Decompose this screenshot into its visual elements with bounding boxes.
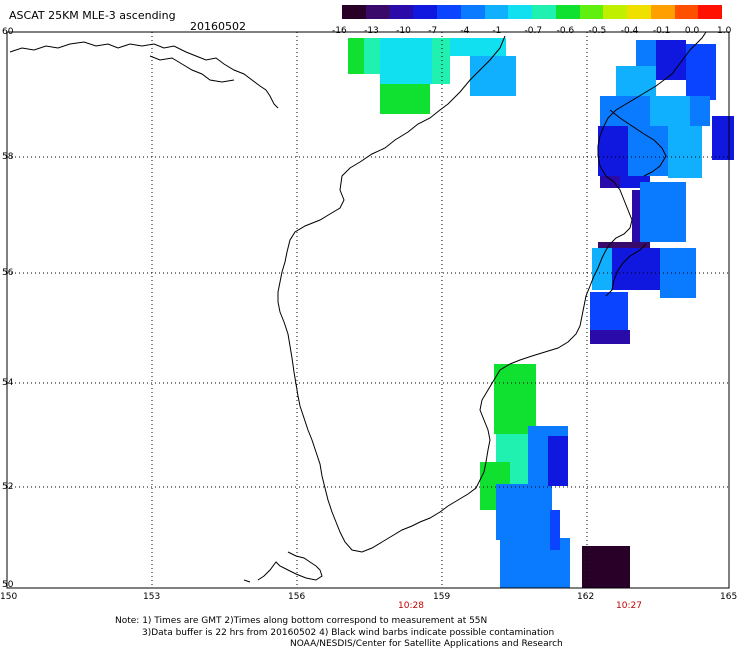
swath-cell bbox=[550, 510, 560, 550]
colorbar-label: -0.5 bbox=[588, 26, 607, 36]
swath-cell bbox=[636, 40, 656, 66]
colorbar-swatch bbox=[508, 5, 532, 19]
colorbar-label: -1 bbox=[492, 26, 502, 36]
colorbar-label: -0.6 bbox=[556, 26, 575, 36]
colorbar-label: -0.7 bbox=[524, 26, 543, 36]
swath-cell bbox=[668, 126, 702, 178]
swath-cell bbox=[600, 176, 620, 188]
coastline-kuril-islands bbox=[257, 551, 323, 581]
colorbar-swatch bbox=[365, 5, 390, 19]
coastline-kamchatka-peninsula bbox=[605, 243, 647, 297]
colorbar-label: -0.1 bbox=[652, 26, 671, 36]
swath-cell bbox=[380, 84, 430, 114]
lat-label-60: 60 bbox=[2, 27, 14, 37]
swath-cell bbox=[592, 248, 612, 290]
coastline-kamchatka-west bbox=[277, 31, 707, 553]
graticule bbox=[7, 32, 729, 587]
note-line-2: 3)Data buffer is 22 hrs from 20160502 4)… bbox=[142, 628, 555, 638]
swath-cell bbox=[548, 436, 568, 486]
swath-cell bbox=[598, 126, 628, 176]
swath-cell bbox=[496, 484, 552, 540]
time-label-2: 10:27 bbox=[616, 601, 642, 611]
time-label-1: 10:28 bbox=[398, 601, 424, 611]
colorbar-label: -16 bbox=[332, 26, 347, 36]
swath-cell bbox=[590, 330, 630, 344]
swath-cell bbox=[348, 38, 364, 74]
swath-cell bbox=[582, 546, 630, 588]
product-date: 20160502 bbox=[190, 20, 246, 33]
swath-cell bbox=[632, 190, 640, 242]
swath-cell bbox=[616, 66, 656, 96]
swath-cell bbox=[686, 44, 716, 100]
swath-cell bbox=[650, 96, 690, 126]
colorbar-swatch bbox=[389, 5, 414, 19]
swath-cell bbox=[690, 96, 710, 126]
colorbar-swatch bbox=[413, 5, 437, 19]
swath-cell bbox=[494, 364, 536, 434]
coastline-northeast-gulf bbox=[609, 109, 667, 177]
lat-label-52: 52 bbox=[2, 482, 14, 492]
colorbar-swatch bbox=[627, 5, 651, 19]
lon-label-153: 153 bbox=[143, 592, 161, 602]
coastline-kuril-small bbox=[243, 579, 251, 583]
swath-cell bbox=[432, 38, 450, 84]
colorbar-label: 0.0 bbox=[684, 26, 700, 36]
note-line-3: NOAA/NESDIS/Center for Satellite Applica… bbox=[290, 639, 563, 649]
colorbar-swatch bbox=[532, 5, 556, 19]
colorbar-label: -13 bbox=[364, 26, 379, 36]
colorbar-swatch bbox=[650, 5, 675, 19]
swath-cell bbox=[450, 38, 506, 56]
colorbar-label: 1.0 bbox=[717, 26, 732, 36]
swath-cells bbox=[348, 38, 734, 588]
lon-label-162: 162 bbox=[577, 592, 595, 602]
lon-label-150: 150 bbox=[0, 592, 18, 602]
colorbar bbox=[342, 5, 722, 19]
note-line-1: Note: 1) Times are GMT 2)Times along bot… bbox=[115, 616, 488, 626]
coastline-okhotsk-north bbox=[9, 41, 279, 109]
lat-label-54: 54 bbox=[2, 378, 14, 388]
colorbar-label: -7 bbox=[428, 26, 438, 36]
swath-cell bbox=[598, 242, 650, 248]
colorbar-swatch bbox=[603, 5, 627, 19]
swath-cell bbox=[590, 292, 628, 330]
colorbar-swatch bbox=[579, 5, 604, 19]
swath-cell bbox=[656, 40, 686, 80]
swath-cell bbox=[640, 182, 686, 242]
swath-cell bbox=[712, 116, 734, 160]
lon-label-159: 159 bbox=[433, 592, 451, 602]
lat-label-56: 56 bbox=[2, 268, 14, 278]
colorbar-swatch bbox=[484, 5, 509, 19]
lat-label-58: 58 bbox=[2, 152, 14, 162]
colorbar-label: -10 bbox=[396, 26, 411, 36]
colorbar-swatch bbox=[555, 5, 580, 19]
swath-cell bbox=[660, 248, 696, 298]
colorbar-labels: -16 -13 -10 -7 -4 -1 -0.7 -0.6 -0.5 -0.4 -0.1 0.0 1.… bbox=[330, 26, 740, 38]
colorbar-label: -4 bbox=[460, 26, 470, 36]
colorbar-swatch bbox=[342, 5, 366, 19]
product-title: ASCAT 25KM MLE-3 ascending bbox=[9, 9, 176, 22]
colorbar-label: -0.4 bbox=[620, 26, 639, 36]
lon-label-156: 156 bbox=[288, 592, 306, 602]
swath-cell bbox=[628, 126, 668, 176]
colorbar-swatch bbox=[674, 5, 699, 19]
swath-cell bbox=[612, 248, 660, 290]
swath-cell bbox=[470, 56, 516, 96]
colorbar-swatch bbox=[460, 5, 485, 19]
coastline bbox=[9, 31, 707, 583]
map-frame bbox=[6, 31, 730, 589]
lat-label-50: 50 bbox=[2, 580, 14, 590]
colorbar-swatch bbox=[437, 5, 461, 19]
swath-cell bbox=[364, 38, 380, 74]
lon-label-165: 165 bbox=[720, 592, 738, 602]
colorbar-swatch bbox=[698, 5, 722, 19]
coastline-okhotsk-north-2 bbox=[149, 55, 235, 83]
